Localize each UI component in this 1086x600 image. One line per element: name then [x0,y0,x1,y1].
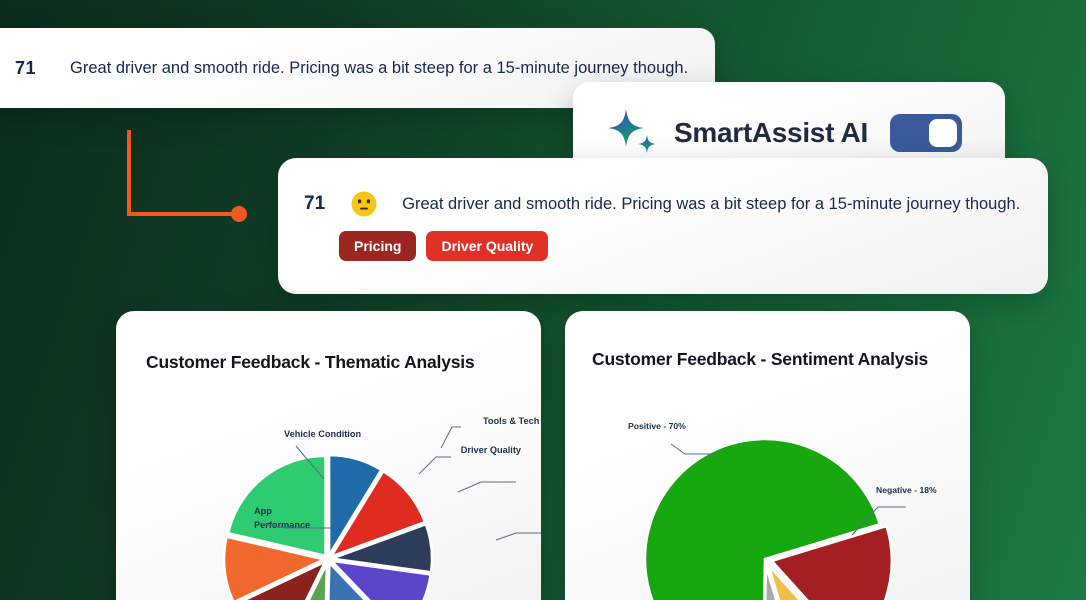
enriched-feedback-text: Great driver and smooth ride. Pricing wa… [402,194,1021,213]
sparkle-icon [608,108,656,153]
feedback-text: Great driver and smooth ride. Pricing wa… [70,58,689,77]
svg-text:Vehicle Condition: Vehicle Condition [284,429,361,439]
svg-text:Positive - 70%: Positive - 70% [628,421,686,431]
enriched-feedback-row: 71 Great driver and smooth ride. Pricing… [278,158,1048,217]
smartassist-ai-card: SmartAssist AI [573,82,1005,183]
svg-text:Performance: Performance [254,520,310,530]
sentiment-chart-title: Customer Feedback - Sentiment Analysis [592,349,929,369]
theme-tag-driver-quality[interactable]: Driver Quality [426,231,549,261]
svg-text:Negative - 18%: Negative - 18% [876,485,937,495]
svg-text:App: App [254,506,272,516]
neutral-face-icon [351,191,377,217]
thematic-analysis-card: Customer Feedback - Thematic Analysis To… [116,311,541,600]
smartassist-toggle[interactable] [889,113,962,152]
svg-text:Tools & Tech: Tools & Tech [483,416,540,426]
enriched-feedback-id: 71 [304,193,326,214]
feedback-strip-card: 71 Great driver and smooth ride. Pricing… [0,28,715,108]
smartassist-title: SmartAssist AI [674,116,868,148]
theme-tag-pricing[interactable]: Pricing [339,231,417,261]
orange-corner-line-decoration [127,130,247,222]
theme-tag-row: Pricing Driver Quality [278,217,1048,261]
feedback-id: 71 [15,57,37,78]
sentiment-analysis-card: Customer Feedback - Sentiment Analysis P… [565,311,970,600]
toggle-knob [928,118,957,147]
svg-text:Driver Quality: Driver Quality [461,445,522,455]
thematic-chart-title: Customer Feedback - Thematic Analysis [146,352,475,372]
enriched-feedback-card: 71 Great driver and smooth ride. Pricing… [278,158,1048,294]
sentiment-pie-chart: Positive - 70% Negative - 18% [628,421,937,600]
